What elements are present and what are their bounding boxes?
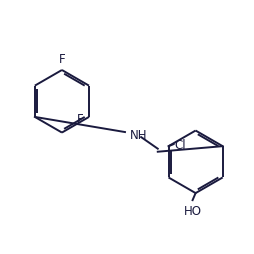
Text: F: F [58,53,65,66]
Text: HO: HO [183,204,201,217]
Text: F: F [77,113,84,125]
Text: NH: NH [130,128,147,141]
Text: Cl: Cl [174,138,185,151]
